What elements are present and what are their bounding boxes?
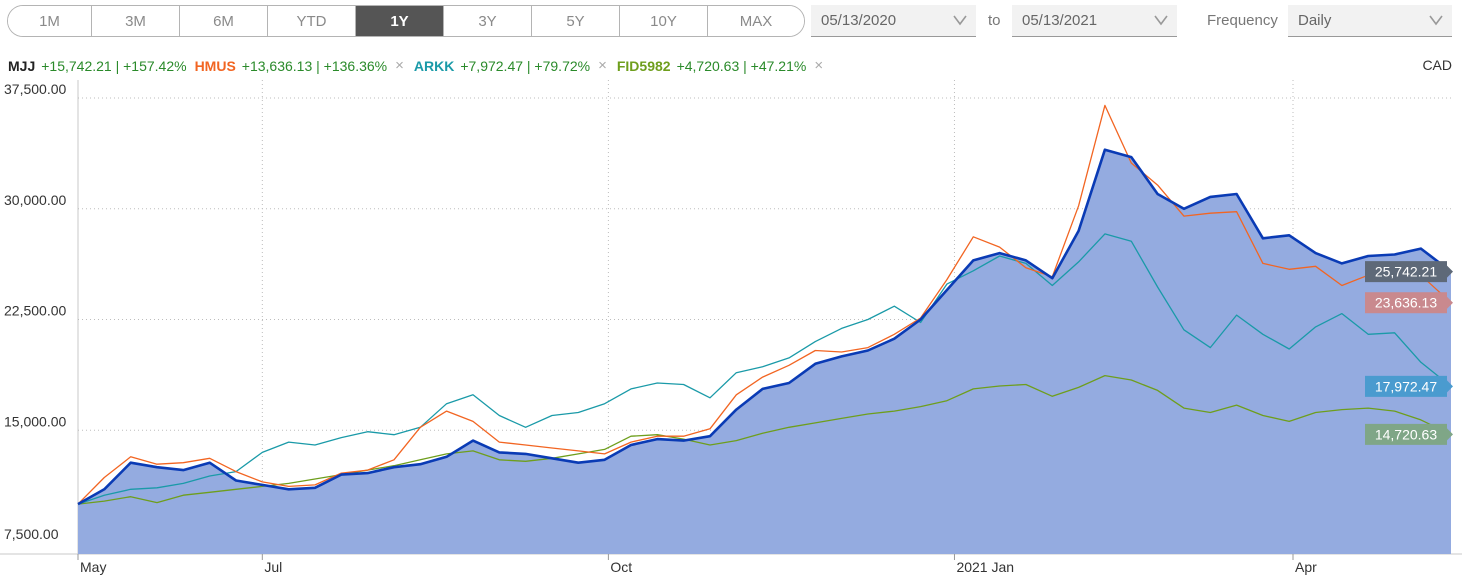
legend-change-mjj: +15,742.21 | +157.42% — [41, 57, 187, 74]
series-line-mjj — [77, 148, 1452, 506]
end-value-label-mjj: 25,742.21 — [1375, 264, 1437, 280]
currency-label: CAD — [1422, 57, 1452, 73]
end-date-value: 05/13/2021 — [1022, 12, 1098, 29]
range-button-3y[interactable]: 3Y — [444, 6, 532, 36]
range-button-6m[interactable]: 6M — [180, 6, 268, 36]
end-date-select[interactable]: 05/13/2021 — [1012, 5, 1177, 37]
start-date-select[interactable]: 05/13/2020 — [811, 5, 976, 37]
x-tick-label: Oct — [610, 559, 632, 575]
x-tick-label: Apr — [1295, 559, 1317, 575]
x-tick-label: 2021 Jan — [956, 559, 1014, 575]
range-button-5y[interactable]: 5Y — [532, 6, 620, 36]
end-value-pointer — [1447, 380, 1453, 393]
performance-chart: 37,500.00 30,000.00 22,500.00 15,000.00 7,50… — [0, 80, 1462, 575]
y-tick-label: 37,500.00 — [4, 81, 66, 97]
y-tick-label: 7,500.00 — [4, 526, 59, 542]
chevron-down-icon — [1429, 15, 1443, 26]
end-value-badge-fid5982 — [1365, 423, 1447, 445]
frequency-select[interactable]: Daily — [1288, 5, 1452, 37]
range-button-1m[interactable]: 1M — [8, 6, 92, 36]
y-tick-label: 30,000.00 — [4, 192, 66, 208]
remove-series-icon[interactable]: × — [598, 57, 607, 74]
range-button-1y[interactable]: 1Y — [356, 6, 444, 36]
range-button-3m[interactable]: 3M — [92, 6, 180, 36]
chart-legend: MJJ +15,742.21 | +157.42% HMUS +13,636.13 |… — [8, 57, 833, 74]
end-value-badge-hmus — [1365, 292, 1447, 314]
y-tick-label: 15,000.00 — [4, 413, 66, 429]
x-tick-label: May — [80, 559, 106, 575]
x-tick-label: Jul — [264, 559, 282, 575]
series-line-arkk — [77, 233, 1452, 505]
legend-change-arkk: +7,972.47 | +79.72% — [460, 57, 591, 74]
remove-series-icon[interactable]: × — [395, 57, 404, 74]
end-value-label-hmus: 23,636.13 — [1375, 295, 1437, 311]
series-line-fid5982 — [77, 374, 1452, 505]
legend-change-hmus: +13,636.13 | +136.36% — [241, 57, 388, 74]
end-value-pointer — [1447, 265, 1453, 278]
end-value-pointer — [1447, 428, 1453, 441]
legend-name-arkk[interactable]: ARKK — [413, 57, 455, 74]
legend-name-fid5982[interactable]: FID5982 — [616, 57, 671, 74]
to-label: to — [988, 12, 1001, 29]
frequency-label: Frequency — [1207, 12, 1278, 29]
range-button-max[interactable]: MAX — [708, 6, 804, 36]
end-value-label-fid5982: 14,720.63 — [1375, 426, 1437, 442]
legend-name-mjj[interactable]: MJJ — [8, 57, 36, 74]
series-line-hmus — [77, 104, 1452, 505]
range-button-10y[interactable]: 10Y — [620, 6, 708, 36]
legend-change-fid5982: +4,720.63 | +47.21% — [676, 57, 807, 74]
remove-series-icon[interactable]: × — [814, 57, 824, 74]
chevron-down-icon — [1154, 15, 1168, 26]
range-selector: 1M 3M 6M YTD 1Y 3Y 5Y 10Y MAX — [7, 5, 805, 37]
chevron-down-icon — [953, 15, 967, 26]
end-value-badge-mjj — [1365, 261, 1447, 283]
end-value-badge-arkk — [1365, 375, 1447, 397]
start-date-value: 05/13/2020 — [821, 12, 897, 29]
end-value-pointer — [1447, 296, 1453, 309]
frequency-value: Daily — [1298, 12, 1332, 29]
end-value-label-arkk: 17,972.47 — [1375, 378, 1437, 394]
range-button-ytd[interactable]: YTD — [268, 6, 356, 36]
y-tick-label: 22,500.00 — [4, 303, 66, 319]
legend-name-hmus[interactable]: HMUS — [194, 57, 236, 74]
series-area-mjj — [78, 149, 1451, 554]
